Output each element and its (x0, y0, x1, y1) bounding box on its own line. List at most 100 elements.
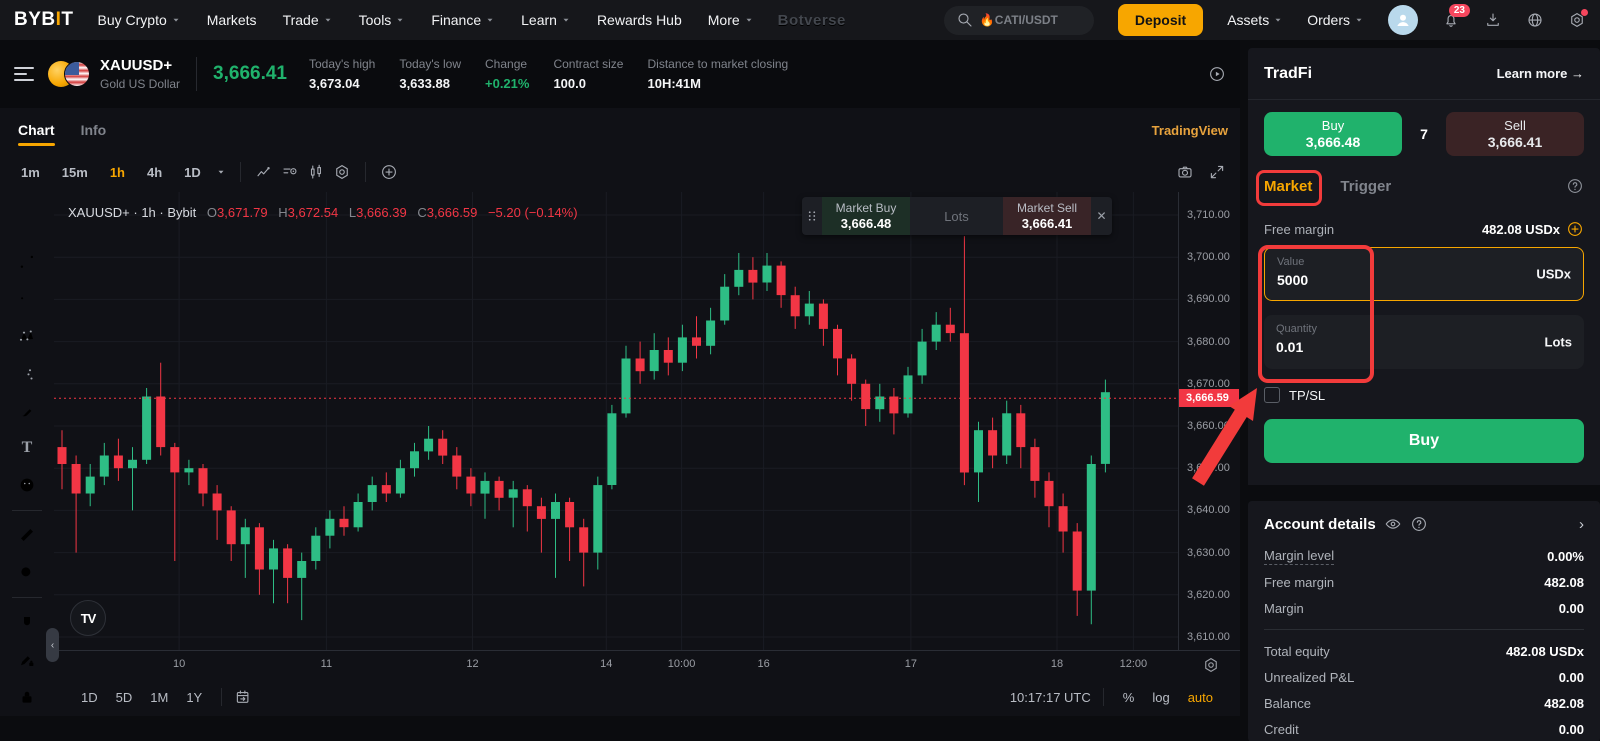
deposit-button[interactable]: Deposit (1117, 4, 1204, 36)
range-1m[interactable]: 1M (150, 689, 169, 705)
nav-item-trade[interactable]: Trade (283, 12, 333, 28)
chart-plot-area[interactable]: XAUUSD+ · 1h · Bybit O3,671.79 H3,672.54… (54, 192, 1178, 650)
lots-field[interactable]: Lots (944, 208, 969, 224)
order-tab-trigger[interactable]: Trigger (1340, 177, 1392, 195)
time-tick: 11 (320, 658, 333, 670)
range-1d[interactable]: 1D (81, 689, 98, 705)
time-axis[interactable]: 10 11 12 14 10:00 16 17 18 12:00 (54, 650, 1240, 678)
auto-scale-toggle[interactable]: auto (1187, 689, 1213, 705)
user-avatar[interactable] (1388, 5, 1418, 35)
buy-price-button[interactable]: Buy 3,666.48 (1264, 112, 1402, 156)
spread-value: 7 (1420, 126, 1428, 142)
percent-scale-toggle[interactable]: % (1122, 689, 1135, 705)
price-tick: 3,690.00 (1187, 293, 1230, 306)
account-row-unrealized-p-l: Unrealized P&L 0.00 (1264, 669, 1584, 685)
magnet-icon[interactable] (0, 604, 54, 641)
nav-assets[interactable]: Assets (1227, 12, 1283, 28)
download-app[interactable] (1484, 11, 1502, 29)
chevron-down-icon (395, 15, 405, 25)
timeframe-4h[interactable]: 4h (147, 164, 163, 180)
range-1y[interactable]: 1Y (186, 689, 203, 705)
order-tab-market[interactable]: Market (1264, 177, 1313, 195)
brush-icon[interactable] (0, 392, 54, 429)
search-icon (956, 11, 974, 29)
market-sell-button[interactable]: Market Sell 3,666.41 (1003, 197, 1091, 235)
nav-item-more[interactable]: More (708, 12, 754, 28)
crosshair-icon[interactable] (0, 206, 54, 243)
chevron-right-icon[interactable]: › (1579, 515, 1584, 533)
add-funds-icon[interactable] (1566, 220, 1584, 238)
log-scale-toggle[interactable]: log (1152, 689, 1170, 705)
line-chart-icon[interactable] (255, 163, 273, 181)
drawing-toolbar: T (0, 192, 54, 716)
lock-icon[interactable] (0, 679, 54, 716)
stat-change: Change +0.21% (485, 57, 530, 91)
nav-item-tools[interactable]: Tools (359, 12, 406, 28)
timeframe-15m[interactable]: 15m (61, 164, 88, 180)
axis-settings-gear-icon[interactable] (1202, 656, 1220, 674)
timeframe-1m[interactable]: 1m (21, 164, 40, 180)
chevron-down-icon (171, 15, 181, 25)
timeframe-1h[interactable]: 1h (109, 164, 125, 180)
emoji-icon[interactable] (0, 467, 54, 504)
fullscreen-icon[interactable] (1208, 163, 1226, 181)
tab-info[interactable]: Info (80, 122, 107, 138)
tab-chart[interactable]: Chart (18, 108, 55, 152)
nav-orders[interactable]: Orders (1307, 12, 1364, 28)
tradingview-logo[interactable]: TV (70, 600, 106, 636)
instrument-name[interactable]: XAUUSD+ Gold US Dollar (100, 57, 180, 91)
tutorial-play-icon[interactable] (1208, 65, 1226, 83)
chart-settings-icon[interactable] (333, 163, 351, 181)
timeframe-dropdown-caret[interactable] (216, 167, 226, 177)
text-icon[interactable]: T (21, 439, 33, 457)
price-tick: 3,670.00 (1187, 377, 1230, 390)
xabcd-pattern-icon[interactable] (0, 318, 54, 355)
chart-clock[interactable]: 10:17:17 UTC (1009, 689, 1091, 705)
close-icon[interactable]: ✕ (1096, 209, 1107, 223)
go-to-date-icon[interactable] (234, 688, 252, 706)
drag-handle-icon[interactable] (802, 197, 822, 235)
tpsl-checkbox[interactable] (1264, 387, 1280, 403)
zoom-in-icon[interactable] (0, 554, 54, 591)
camera-snapshot-icon[interactable] (1176, 163, 1194, 181)
market-buy-button[interactable]: Market Buy 3,666.48 (822, 197, 910, 235)
quantity-input[interactable]: Quantity 0.01 Lots (1264, 315, 1584, 369)
price-tick: 3,660.00 (1187, 420, 1230, 432)
floating-order-widget: Market Buy 3,666.48 Lots Market Sell 3,666… (802, 197, 1112, 235)
value-input[interactable]: Value 5000 USDx (1264, 247, 1584, 301)
help-icon[interactable] (1410, 515, 1428, 533)
settings-nut[interactable] (1568, 9, 1588, 29)
help-icon[interactable] (1566, 177, 1584, 195)
botverse-label[interactable]: Botverse (777, 11, 846, 29)
tradingview-link[interactable]: TradingView (1151, 122, 1228, 138)
compare-candles-icon[interactable] (307, 163, 325, 181)
draw-lock-icon[interactable] (0, 642, 54, 679)
nav-item-finance[interactable]: Finance (431, 12, 495, 28)
trend-line-icon[interactable] (0, 243, 54, 280)
search-input[interactable]: 🔥CATI/USDT (943, 5, 1094, 35)
nav-item-markets[interactable]: Markets (206, 12, 257, 28)
nav-item-buy-crypto[interactable]: Buy Crypto (98, 12, 181, 28)
collapse-toolbar-handle[interactable]: ‹ (46, 628, 59, 662)
indicators-icon[interactable] (281, 163, 299, 181)
eye-icon[interactable] (1384, 515, 1402, 533)
ruler-icon[interactable] (0, 517, 54, 554)
nav-item-learn[interactable]: Learn (521, 12, 571, 28)
nav-item-rewards-hub[interactable]: Rewards Hub (596, 12, 682, 28)
notifications-bell[interactable]: 23 (1442, 4, 1470, 29)
submit-buy-button[interactable]: Buy (1264, 419, 1584, 463)
learn-more-link[interactable]: Learn more → (1496, 66, 1584, 81)
ohlc-legend: XAUUSD+ · 1h · Bybit O3,671.79 H3,672.54… (68, 205, 578, 220)
sell-price-button[interactable]: Sell 3,666.41 (1446, 112, 1584, 156)
horizontal-lines-icon[interactable] (0, 280, 54, 317)
language-globe[interactable] (1526, 11, 1544, 29)
quantity-input-value: 0.01 (1276, 339, 1304, 355)
price-axis[interactable]: 3,710.00 3,700.00 3,690.00 3,680.00 3,670.00… (1178, 192, 1240, 650)
plus-circle-icon[interactable] (380, 163, 398, 181)
instrument-menu-icon[interactable] (14, 63, 34, 85)
timeframe-1d[interactable]: 1D (184, 164, 201, 180)
time-tick: 18 (1050, 658, 1064, 670)
bybit-logo[interactable]: BYBIT (14, 9, 74, 30)
range-5d[interactable]: 5D (115, 689, 133, 705)
forecast-icon[interactable] (0, 355, 54, 392)
